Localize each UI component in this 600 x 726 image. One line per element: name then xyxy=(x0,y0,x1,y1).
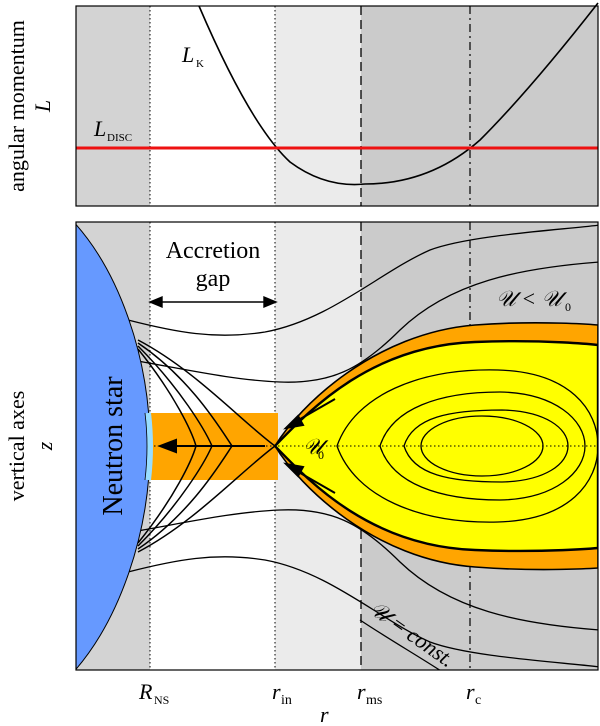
tick-sub-rns: NS xyxy=(154,693,169,707)
u-lt-u0-label: 𝒰 < 𝒰 xyxy=(496,286,568,311)
x-axis: R NS r in r ms r c r xyxy=(138,679,481,726)
top-y-label: angular momentum xyxy=(4,20,29,192)
lk-curve xyxy=(198,2,599,186)
tick-label-rns: R xyxy=(138,679,153,704)
gap-label-1: Accretion xyxy=(166,238,261,264)
gap-label-2: gap xyxy=(196,266,231,292)
ldisc-sub: DISC xyxy=(107,132,132,144)
tick-sub-rin: in xyxy=(281,693,292,708)
top-y-symbol: L xyxy=(30,100,55,113)
tick-label-rms: r xyxy=(357,679,366,704)
flow-arrows xyxy=(157,398,336,494)
neutron-star-label: Neutron star xyxy=(98,376,129,516)
gap-arrow xyxy=(148,295,278,309)
bottom-panel: Neutron star Accretion gap 𝒰 < 𝒰 0 𝒰 0 𝒰… xyxy=(4,221,599,672)
tick-sub-rc: c xyxy=(475,693,481,708)
lk-label: L xyxy=(181,42,194,67)
ldisc-label: L xyxy=(93,116,106,141)
closed-contours xyxy=(336,369,598,523)
u0-sub: 0 xyxy=(318,448,324,462)
lk-sub: K xyxy=(196,58,204,70)
top-panel: L K L DISC angular momentum L xyxy=(4,2,599,207)
hotspot-cap xyxy=(145,412,153,481)
open-contours xyxy=(119,224,598,670)
u-lt-u0-sub: 0 xyxy=(565,300,571,314)
bottom-y-label: vertical axes xyxy=(4,391,29,502)
bottom-y-symbol: z xyxy=(32,441,57,451)
tick-label-rin: r xyxy=(272,679,281,704)
tick-label-rc: r xyxy=(466,679,475,704)
x-axis-label: r xyxy=(320,702,329,726)
tick-sub-rms: ms xyxy=(366,693,382,708)
